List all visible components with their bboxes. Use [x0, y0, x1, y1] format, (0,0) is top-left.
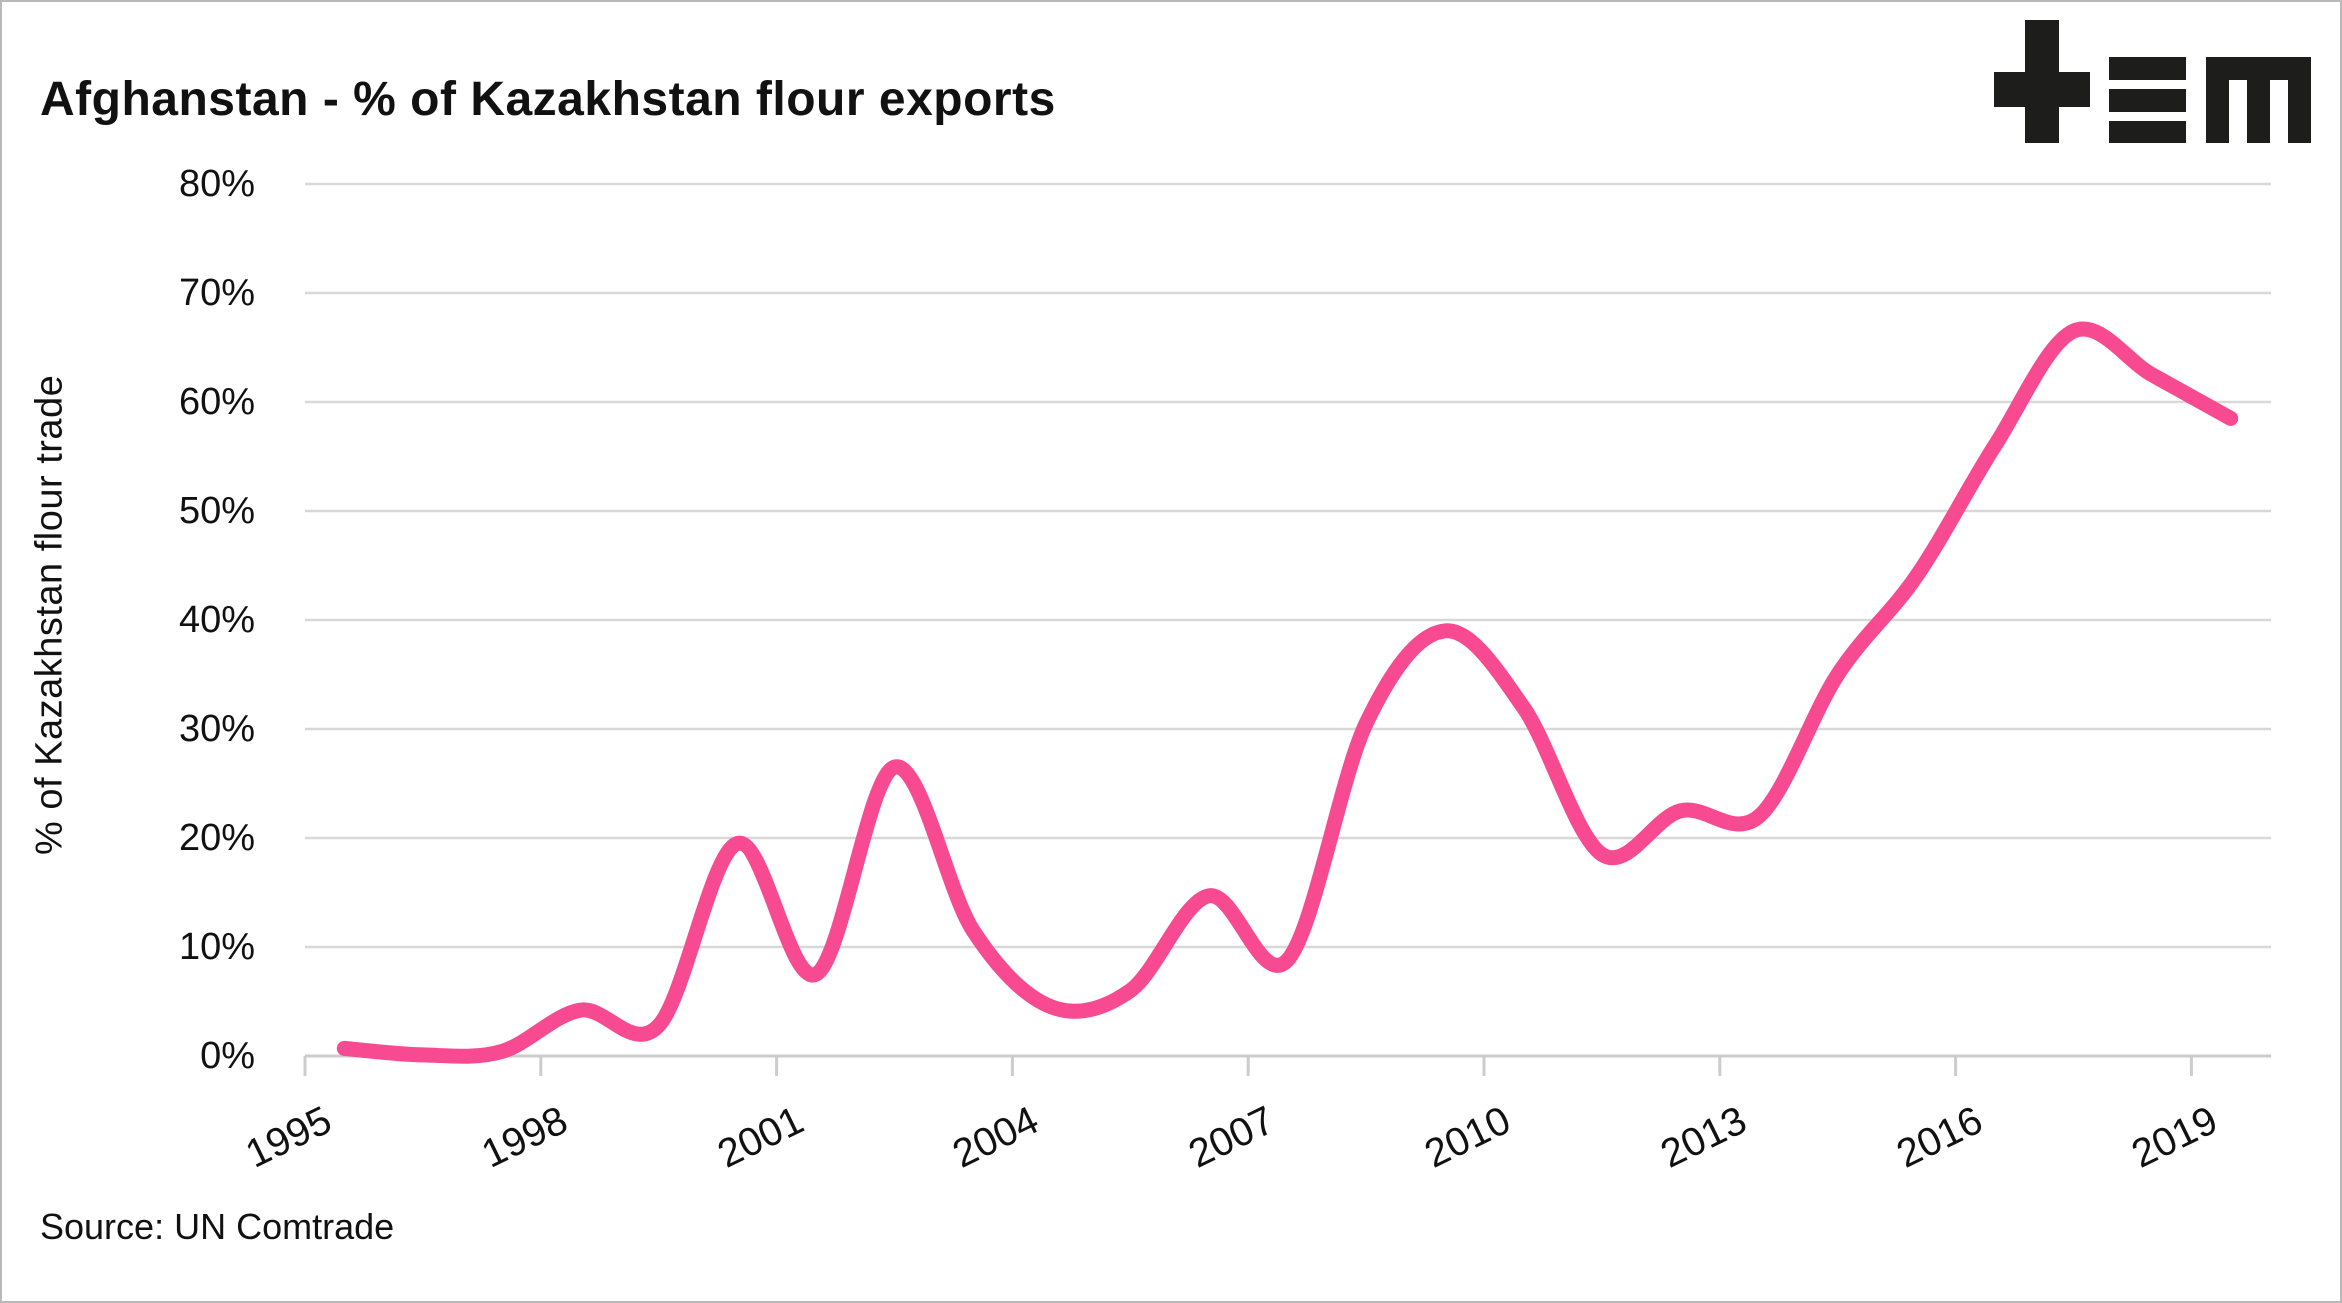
tem-logo — [1994, 20, 2311, 143]
triple-bar-icon — [2109, 57, 2186, 143]
y-axis-tick-label: 30% — [178, 708, 255, 750]
chart-title: Afghanstan - % of Kazakhstan flour expor… — [40, 73, 1056, 127]
gridlines — [305, 182, 2271, 1058]
plus-icon — [1994, 20, 2090, 143]
source-note: Source: UN Comtrade — [40, 1206, 395, 1247]
trend-line — [336, 321, 2239, 1064]
y-axis-tick-label: 20% — [178, 817, 255, 859]
y-axis-tick-label: 50% — [178, 490, 255, 532]
x-axis-ticks — [303, 1056, 2193, 1076]
y-axis-tick-label: 80% — [178, 163, 255, 205]
y-axis-tick-label: 0% — [200, 1035, 255, 1077]
y-axis-tick-label: 70% — [178, 272, 255, 314]
y-axis-tick-label: 10% — [178, 926, 255, 968]
y-axis-tick-label: 40% — [178, 599, 255, 641]
y-axis-tick-label: 60% — [178, 381, 255, 423]
square-m-icon — [2206, 57, 2311, 143]
